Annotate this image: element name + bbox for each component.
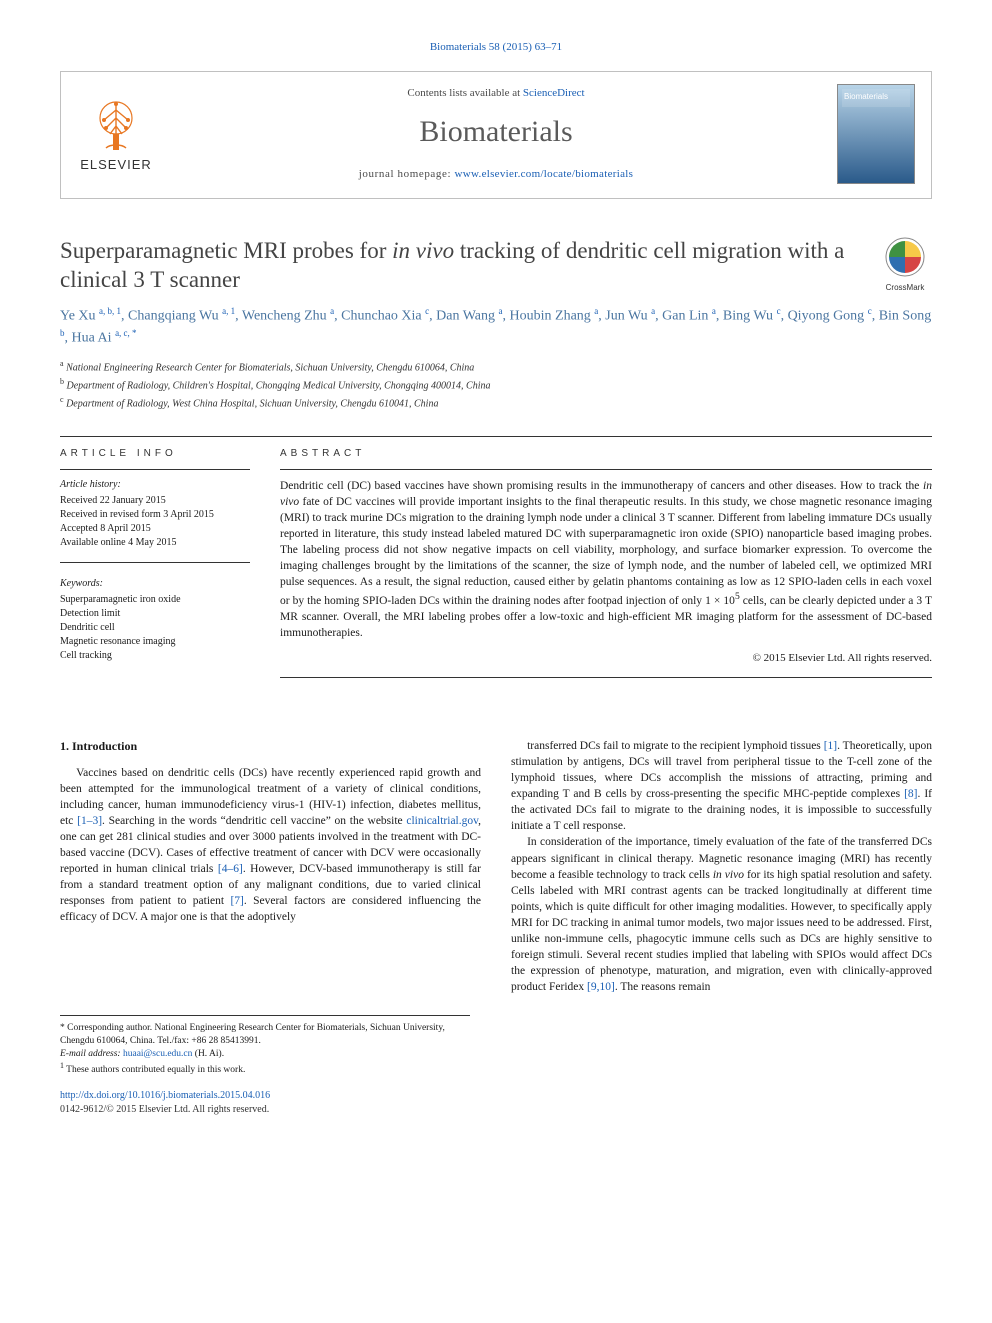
equal-mark: 1 bbox=[60, 1061, 64, 1070]
article-info-heading: ARTICLE INFO bbox=[60, 447, 250, 470]
publisher-logo-block: ELSEVIER bbox=[77, 94, 155, 174]
affiliation-c: c Department of Radiology, West China Ho… bbox=[60, 394, 932, 412]
affiliations: a National Engineering Research Center f… bbox=[60, 358, 932, 411]
journal-homepage-link[interactable]: www.elsevier.com/locate/biomaterials bbox=[455, 168, 634, 180]
body-paragraph: In consideration of the importance, time… bbox=[511, 834, 932, 995]
keyword: Cell tracking bbox=[60, 649, 250, 663]
journal-header: ELSEVIER Contents lists available at Sci… bbox=[60, 71, 932, 199]
keyword: Magnetic resonance imaging bbox=[60, 635, 250, 649]
divider bbox=[60, 436, 932, 437]
elsevier-tree-icon bbox=[86, 94, 146, 154]
crossmark-badge[interactable]: CrossMark bbox=[878, 237, 932, 293]
body-paragraph: Vaccines based on dendritic cells (DCs) … bbox=[60, 765, 481, 926]
revised-date: Received in revised form 3 April 2015 bbox=[60, 508, 250, 522]
abstract-copyright: © 2015 Elsevier Ltd. All rights reserved… bbox=[280, 651, 932, 666]
online-date: Available online 4 May 2015 bbox=[60, 536, 250, 550]
journal-cover-thumbnail: Biomaterials bbox=[837, 84, 915, 184]
corresponding-author-note: * Corresponding author. National Enginee… bbox=[60, 1022, 470, 1048]
header-center: Contents lists available at ScienceDirec… bbox=[175, 86, 817, 183]
keyword: Superparamagnetic iron oxide bbox=[60, 593, 250, 607]
aff-text: National Engineering Research Center for… bbox=[66, 363, 474, 374]
doi-block: http://dx.doi.org/10.1016/j.biomaterials… bbox=[60, 1089, 932, 1117]
affiliation-a: a National Engineering Research Center f… bbox=[60, 358, 932, 376]
cover-label: Biomaterials bbox=[844, 91, 888, 102]
email-author: (H. Ai). bbox=[195, 1049, 224, 1059]
keyword: Detection limit bbox=[60, 607, 250, 621]
abstract-text: Dendritic cell (DC) based vaccines have … bbox=[280, 478, 932, 642]
aff-key: a bbox=[60, 359, 64, 368]
email-label: E-mail address: bbox=[60, 1049, 121, 1059]
contents-line: Contents lists available at ScienceDirec… bbox=[175, 86, 817, 101]
journal-title: Biomaterials bbox=[175, 111, 817, 153]
keywords-block: Keywords: Superparamagnetic iron oxide D… bbox=[60, 577, 250, 663]
publisher-name: ELSEVIER bbox=[80, 156, 152, 174]
footnotes: * Corresponding author. National Enginee… bbox=[60, 1015, 470, 1076]
article-history: Article history: Received 22 January 201… bbox=[60, 478, 250, 563]
abstract-heading: ABSTRACT bbox=[280, 447, 932, 470]
keywords-label: Keywords: bbox=[60, 577, 250, 591]
affiliation-b: b Department of Radiology, Children's Ho… bbox=[60, 376, 932, 394]
doi-link[interactable]: http://dx.doi.org/10.1016/j.biomaterials… bbox=[60, 1090, 270, 1101]
history-label: Article history: bbox=[60, 478, 250, 492]
aff-key: c bbox=[60, 395, 64, 404]
equal-contribution-note: 1 These authors contributed equally in t… bbox=[60, 1061, 470, 1077]
issn-copyright: 0142-9612/© 2015 Elsevier Ltd. All right… bbox=[60, 1103, 932, 1117]
homepage-line: journal homepage: www.elsevier.com/locat… bbox=[175, 167, 817, 182]
received-date: Received 22 January 2015 bbox=[60, 494, 250, 508]
aff-text: Department of Radiology, West China Hosp… bbox=[66, 398, 438, 409]
article-title: Superparamagnetic MRI probes for in vivo… bbox=[60, 237, 858, 295]
email-line: E-mail address: huaai@scu.edu.cn (H. Ai)… bbox=[60, 1048, 470, 1061]
abstract: ABSTRACT Dendritic cell (DC) based vacci… bbox=[280, 447, 932, 678]
contents-prefix: Contents lists available at bbox=[407, 87, 522, 99]
citation-link[interactable]: Biomaterials 58 (2015) 63–71 bbox=[430, 41, 562, 53]
corresponding-email-link[interactable]: huaai@scu.edu.cn bbox=[123, 1049, 192, 1059]
equal-text: These authors contributed equally in thi… bbox=[66, 1065, 245, 1075]
accepted-date: Accepted 8 April 2015 bbox=[60, 522, 250, 536]
keyword: Dendritic cell bbox=[60, 621, 250, 635]
running-head: Biomaterials 58 (2015) 63–71 bbox=[60, 40, 932, 55]
section-heading-introduction: 1. Introduction bbox=[60, 738, 481, 755]
homepage-prefix: journal homepage: bbox=[359, 168, 455, 180]
divider bbox=[280, 677, 932, 678]
aff-key: b bbox=[60, 377, 64, 386]
aff-text: Department of Radiology, Children's Hosp… bbox=[67, 380, 491, 391]
crossmark-icon bbox=[885, 237, 925, 277]
body-paragraph: transferred DCs fail to migrate to the r… bbox=[511, 738, 932, 835]
article-body: 1. Introduction Vaccines based on dendri… bbox=[60, 738, 932, 996]
author-list: Ye Xu a, b, 1, Changqiang Wu a, 1, Wench… bbox=[60, 305, 932, 348]
crossmark-label: CrossMark bbox=[878, 282, 932, 293]
article-info: ARTICLE INFO Article history: Received 2… bbox=[60, 447, 250, 678]
sciencedirect-link[interactable]: ScienceDirect bbox=[523, 87, 585, 99]
